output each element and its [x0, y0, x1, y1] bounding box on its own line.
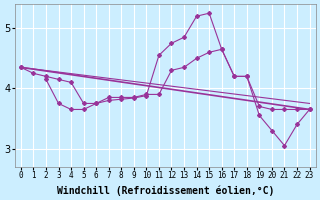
X-axis label: Windchill (Refroidissement éolien,°C): Windchill (Refroidissement éolien,°C) — [57, 185, 274, 196]
